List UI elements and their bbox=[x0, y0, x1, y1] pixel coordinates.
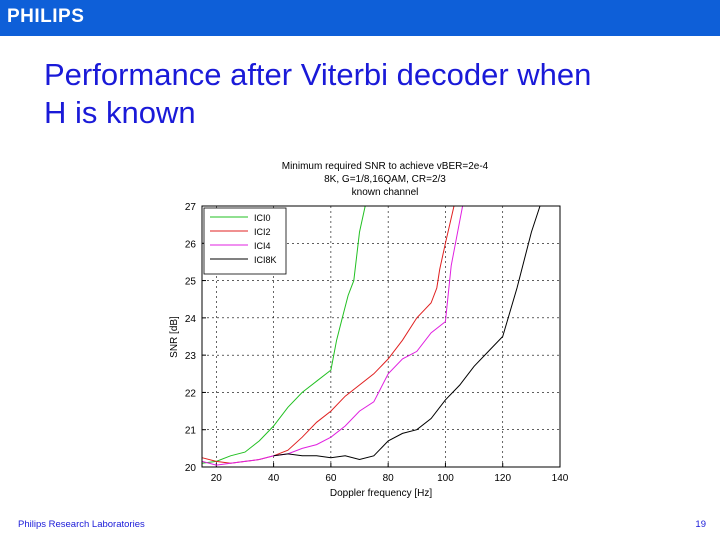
chart-title-line-3: known channel bbox=[352, 187, 419, 198]
series-lines bbox=[201, 205, 541, 466]
page-number: 19 bbox=[695, 519, 706, 530]
legend-label: ICI0 bbox=[254, 213, 271, 223]
series-line-ici0 bbox=[201, 205, 366, 464]
footer-organization: Philips Research Laboratories bbox=[18, 519, 145, 530]
snr-doppler-chart: Minimum required SNR to achieve vBER=2e-… bbox=[169, 161, 569, 499]
slide-title-line-1: Performance after Viterbi decoder when bbox=[44, 57, 592, 92]
legend-label: ICI4 bbox=[254, 241, 271, 251]
y-tick-label: 23 bbox=[185, 351, 197, 362]
series-line-ici8k bbox=[273, 205, 541, 461]
x-tick-label: 140 bbox=[552, 473, 569, 484]
header-bar: PHILIPS bbox=[0, 0, 720, 36]
philips-logo: PHILIPS bbox=[7, 6, 85, 27]
x-tick-label: 40 bbox=[268, 473, 280, 484]
y-tick-label: 22 bbox=[185, 388, 197, 399]
legend-box bbox=[203, 207, 287, 275]
x-axis-label: Doppler frequency [Hz] bbox=[330, 488, 432, 499]
x-tick-label: 60 bbox=[325, 473, 337, 484]
series-line-ici4 bbox=[201, 205, 464, 466]
plot-frame bbox=[201, 205, 561, 468]
y-axis-label: SNR [dB] bbox=[169, 316, 180, 358]
chart-title-line-1: Minimum required SNR to achieve vBER=2e-… bbox=[282, 161, 489, 172]
y-tick-label: 25 bbox=[185, 277, 197, 288]
x-tick-label: 80 bbox=[383, 473, 395, 484]
chart-title-line-2: 8K, G=1/8,16QAM, CR=2/3 bbox=[324, 174, 446, 185]
y-tick-label: 24 bbox=[185, 314, 197, 325]
y-tick-label: 21 bbox=[185, 426, 197, 437]
x-tick-label: 100 bbox=[437, 473, 454, 484]
y-tick-label: 26 bbox=[185, 239, 197, 250]
x-tick-label: 120 bbox=[494, 473, 511, 484]
x-tick-label: 20 bbox=[211, 473, 223, 484]
slide-title: Performance after Viterbi decoder when H… bbox=[44, 56, 704, 132]
slide-title-line-2: H is known bbox=[44, 95, 196, 130]
chart-title: Minimum required SNR to achieve vBER=2e-… bbox=[282, 161, 489, 198]
legend-label: ICI8K bbox=[254, 255, 277, 265]
legend-label: ICI2 bbox=[254, 227, 271, 237]
y-tick-label: 20 bbox=[185, 463, 197, 474]
y-tick-label: 27 bbox=[185, 202, 197, 213]
legend: ICI0 ICI2 ICI4 ICI8K bbox=[203, 207, 287, 275]
